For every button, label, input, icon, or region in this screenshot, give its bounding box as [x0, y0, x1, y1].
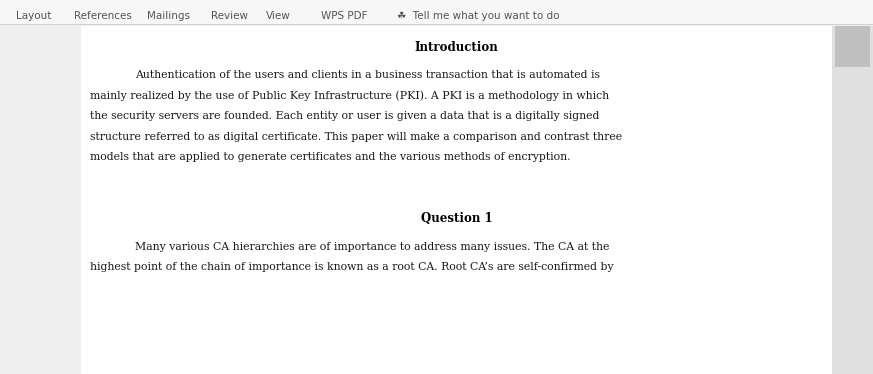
Text: Mailings: Mailings — [147, 11, 189, 21]
Text: View: View — [266, 11, 291, 21]
Bar — [0, 0, 873, 24]
Text: Review: Review — [211, 11, 248, 21]
Text: mainly realized by the use of Public Key Infrastructure (PKI). A PKI is a method: mainly realized by the use of Public Key… — [90, 90, 609, 101]
Text: highest point of the chain of importance is known as a root CA. Root CA’s are se: highest point of the chain of importance… — [90, 263, 614, 272]
Text: WPS PDF: WPS PDF — [321, 11, 368, 21]
Text: Question 1: Question 1 — [421, 212, 492, 225]
Bar — [835, 26, 870, 67]
Text: Introduction: Introduction — [415, 42, 498, 54]
Text: models that are applied to generate certificates and the various methods of encr: models that are applied to generate cert… — [90, 152, 570, 162]
Text: Layout: Layout — [16, 11, 52, 21]
Text: ☘  Tell me what you want to do: ☘ Tell me what you want to do — [397, 11, 560, 21]
Text: structure referred to as digital certificate. This paper will make a comparison : structure referred to as digital certifi… — [90, 132, 622, 141]
Text: References: References — [74, 11, 132, 21]
Text: Many various CA hierarchies are of importance to address many issues. The CA at : Many various CA hierarchies are of impor… — [135, 242, 609, 252]
Text: the security servers are founded. Each entity or user is given a data that is a : the security servers are founded. Each e… — [90, 111, 599, 121]
Text: Authentication of the users and clients in a business transaction that is automa: Authentication of the users and clients … — [135, 70, 601, 80]
Bar — [832, 26, 873, 374]
Bar — [81, 26, 832, 374]
